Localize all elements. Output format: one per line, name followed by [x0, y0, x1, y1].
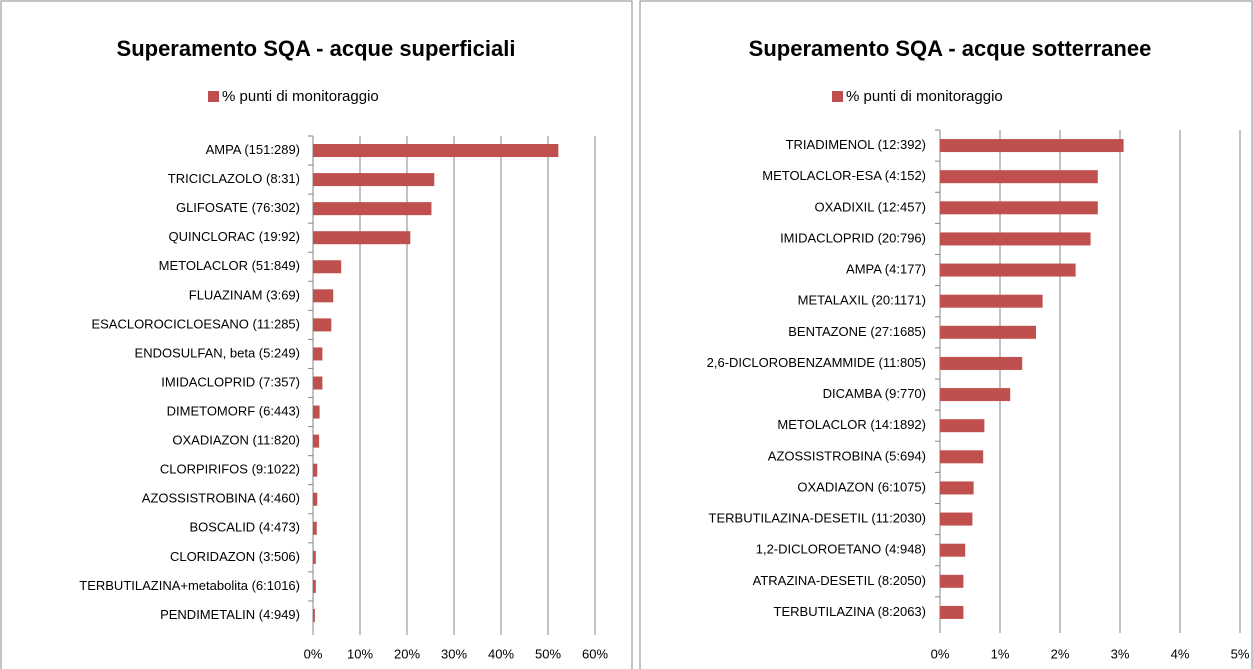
y-tick-label: OXADIAZON (11:820) [172, 433, 300, 448]
bar [940, 450, 984, 464]
y-tick-label: IMIDACLOPRID (20:796) [780, 230, 926, 245]
x-tick-label: 2% [1051, 646, 1070, 661]
y-tick-label: QUINCLORAC (19:92) [169, 229, 300, 244]
y-tick-label: BOSCALID (4:473) [189, 520, 300, 535]
bar [940, 543, 966, 557]
y-tick-label: TERBUTILAZINA (8:2063) [774, 604, 926, 619]
x-tick-label: 1% [991, 646, 1010, 661]
y-tick-label: METOLACLOR-ESA (4:152) [762, 168, 926, 183]
y-tick-label: METALAXIL (20:1171) [798, 293, 926, 308]
bar [313, 463, 318, 477]
y-tick-label: DIMETOMORF (6:443) [167, 403, 300, 418]
bar [940, 605, 964, 619]
bar [313, 144, 559, 158]
bar [313, 550, 316, 564]
bar [940, 170, 1098, 184]
y-tick-label: FLUAZINAM (3:69) [189, 287, 300, 302]
y-tick-label: ATRAZINA-DESETIL (8:2050) [753, 573, 926, 588]
bar [313, 289, 334, 303]
x-tick-label: 3% [1111, 646, 1130, 661]
y-tick-label: AMPA (151:289) [206, 142, 300, 157]
panel [0, 0, 633, 669]
x-tick-label: 20% [394, 646, 420, 661]
bar [313, 347, 323, 361]
y-tick-label: CLORPIRIFOS (9:1022) [160, 462, 300, 477]
x-tick-label: 5% [1231, 646, 1250, 661]
bar [313, 579, 316, 593]
y-tick-label: CLORIDAZON (3:506) [170, 549, 300, 564]
legend-label: % punti di monitoraggio [222, 88, 379, 105]
y-tick-label: 2,6-DICLOROBENZAMMIDE (11:805) [707, 355, 926, 370]
y-tick-label: ESACLOROCICLOESANO (11:285) [91, 316, 300, 331]
bar [940, 574, 964, 588]
y-tick-label: PENDIMETALIN (4:949) [160, 607, 300, 622]
y-tick-label: IMIDACLOPRID (7:357) [161, 374, 300, 389]
x-tick-label: 0% [931, 646, 950, 661]
x-tick-label: 40% [488, 646, 514, 661]
x-tick-label: 10% [347, 646, 373, 661]
bar [940, 419, 985, 433]
y-tick-label: AZOSSISTROBINA (5:694) [768, 448, 926, 463]
y-tick-label: OXADIXIL (12:457) [814, 199, 926, 214]
panel [639, 0, 1253, 669]
x-tick-label: 0% [304, 646, 323, 661]
chart-title: Superamento SQA - acque superficiali [117, 36, 516, 61]
bar [313, 405, 320, 419]
y-tick-label: METOLACLOR (14:1892) [777, 417, 926, 432]
bar [313, 376, 323, 390]
bar [313, 492, 318, 506]
y-tick-label: DICAMBA (9:770) [823, 386, 926, 401]
bar [940, 263, 1076, 277]
bar [313, 173, 435, 187]
y-tick-label: METOLACLOR (51:849) [159, 258, 300, 273]
bar [940, 481, 974, 495]
bar [940, 201, 1098, 215]
y-tick-label: TERBUTILAZINA+metabolita (6:1016) [79, 578, 300, 593]
bar [313, 608, 315, 622]
bar [313, 260, 342, 274]
y-tick-label: AZOSSISTROBINA (4:460) [142, 491, 300, 506]
x-tick-label: 50% [535, 646, 561, 661]
bar [313, 521, 317, 535]
y-tick-label: TERBUTILAZINA-DESETIL (11:2030) [709, 511, 926, 526]
bar [940, 388, 1011, 402]
bar [313, 202, 432, 216]
bar [940, 325, 1036, 339]
x-tick-label: 4% [1171, 646, 1190, 661]
bar [940, 356, 1023, 370]
y-tick-label: TRICICLAZOLO (8:31) [168, 171, 300, 186]
y-tick-label: TRIADIMENOL (12:392) [786, 137, 926, 152]
bar [313, 434, 320, 448]
y-tick-label: BENTAZONE (27:1685) [788, 324, 926, 339]
y-tick-label: OXADIAZON (6:1075) [797, 479, 926, 494]
y-tick-label: ENDOSULFAN, beta (5:249) [135, 345, 300, 360]
bar [313, 318, 332, 332]
legend-label: % punti di monitoraggio [846, 88, 1003, 105]
bar [940, 232, 1091, 246]
bar [940, 139, 1124, 153]
chart-title: Superamento SQA - acque sotterranee [749, 36, 1152, 61]
bar [940, 512, 973, 526]
y-tick-label: AMPA (4:177) [846, 262, 926, 277]
bar [940, 294, 1043, 308]
x-tick-label: 60% [582, 646, 608, 661]
y-tick-label: 1,2-DICLOROETANO (4:948) [756, 542, 926, 557]
bar [313, 231, 411, 245]
legend-swatch [832, 91, 843, 102]
y-tick-label: GLIFOSATE (76:302) [176, 200, 300, 215]
legend-swatch [208, 91, 219, 102]
x-tick-label: 30% [441, 646, 467, 661]
